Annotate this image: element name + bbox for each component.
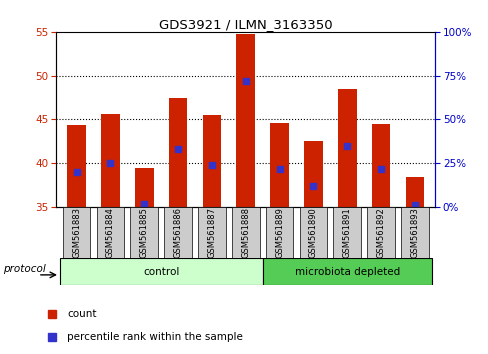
Bar (366, 207, 394, 258)
Bar (270, 123, 288, 207)
Text: GSM561888: GSM561888 (241, 207, 250, 258)
Bar (168, 98, 187, 207)
Text: control: control (142, 267, 179, 277)
Bar (231, 207, 259, 258)
Text: GSM561891: GSM561891 (342, 207, 351, 258)
Text: protocol: protocol (3, 263, 46, 274)
Text: GSM561887: GSM561887 (207, 207, 216, 258)
Bar (96, 207, 124, 258)
Bar (60, 258, 262, 285)
Bar (400, 207, 428, 258)
Bar (304, 141, 322, 207)
Text: percentile rank within the sample: percentile rank within the sample (67, 332, 243, 342)
Bar (265, 207, 293, 258)
Bar (135, 168, 153, 207)
Bar (62, 207, 90, 258)
Bar (262, 258, 431, 285)
Text: microbiota depleted: microbiota depleted (294, 267, 399, 277)
Bar (405, 177, 424, 207)
Text: GSM561884: GSM561884 (106, 207, 115, 258)
Bar (299, 207, 326, 258)
Bar (337, 89, 356, 207)
Text: GSM561892: GSM561892 (376, 207, 385, 258)
Bar (371, 124, 389, 207)
Bar (333, 207, 360, 258)
Text: count: count (67, 309, 97, 319)
Bar (164, 207, 191, 258)
Text: GSM561885: GSM561885 (140, 207, 148, 258)
Bar (202, 115, 221, 207)
Bar (198, 207, 225, 258)
Bar (67, 125, 86, 207)
Text: GSM561886: GSM561886 (173, 207, 182, 258)
Text: GSM561883: GSM561883 (72, 207, 81, 258)
Text: GSM561889: GSM561889 (274, 207, 284, 258)
Text: GSM561893: GSM561893 (409, 207, 419, 258)
Title: GDS3921 / ILMN_3163350: GDS3921 / ILMN_3163350 (159, 18, 332, 31)
Text: GSM561890: GSM561890 (308, 207, 317, 258)
Bar (236, 34, 255, 207)
Bar (130, 207, 158, 258)
Bar (101, 114, 120, 207)
